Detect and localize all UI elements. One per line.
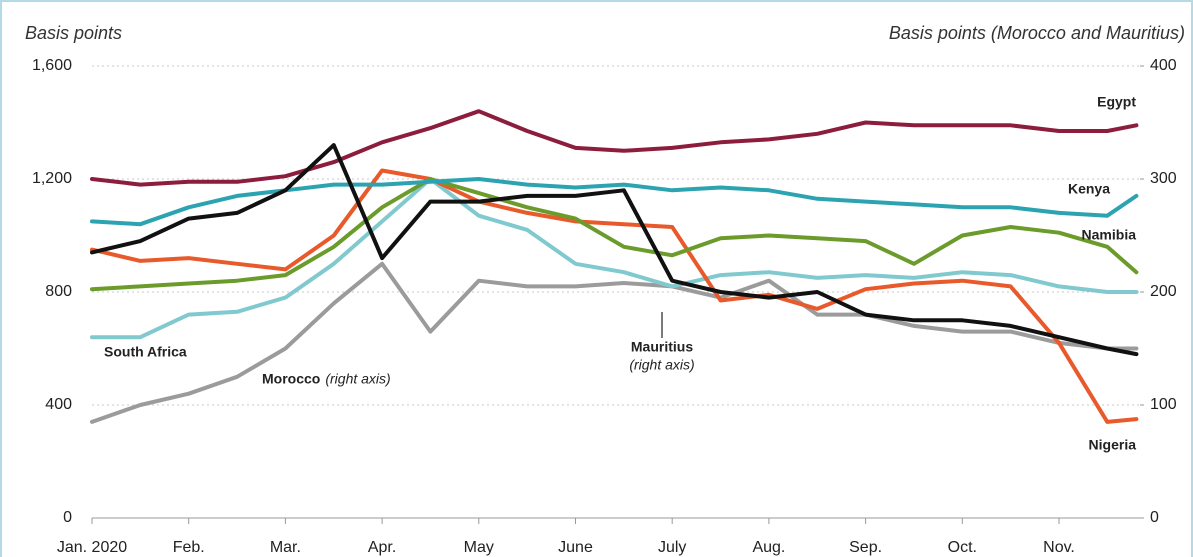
y2-axis-title: Basis points (Morocco and Mauritius) bbox=[889, 23, 1185, 43]
x-tick-label: Sep. bbox=[849, 539, 882, 556]
series-line bbox=[90, 168, 1139, 424]
series-line bbox=[90, 177, 1139, 227]
series-label: South Africa bbox=[104, 344, 187, 360]
x-tick-label: Apr. bbox=[368, 539, 396, 556]
series-note: (right axis) bbox=[325, 371, 390, 387]
series-note: (right axis) bbox=[629, 357, 694, 373]
y-tick-label: 800 bbox=[45, 283, 72, 300]
x-tick-label: May bbox=[464, 539, 494, 556]
series-label: Morocco bbox=[262, 371, 320, 387]
series-label: Mauritius bbox=[631, 339, 693, 355]
y-axis-title: Basis points bbox=[25, 23, 122, 43]
series-label: Nigeria bbox=[1089, 437, 1137, 453]
y-tick-label: 1,600 bbox=[32, 57, 72, 74]
x-tick-label: Oct. bbox=[948, 539, 977, 556]
series-label: Egypt bbox=[1097, 94, 1136, 110]
x-tick-label: Feb. bbox=[173, 539, 205, 556]
y-tick-label: 0 bbox=[63, 509, 72, 526]
series-line bbox=[90, 109, 1139, 187]
y-tick-label: 1,200 bbox=[32, 170, 72, 187]
series-line bbox=[90, 177, 1139, 340]
y2-tick-label: 0 bbox=[1150, 509, 1159, 526]
y2-tick-label: 400 bbox=[1150, 57, 1177, 74]
series-line bbox=[90, 143, 1139, 357]
x-tick-label: Aug. bbox=[752, 539, 785, 556]
x-tick-label: Mar. bbox=[270, 539, 301, 556]
x-tick-label: July bbox=[658, 539, 686, 556]
series-line bbox=[90, 177, 1139, 292]
series-line bbox=[90, 261, 1139, 424]
y2-tick-label: 300 bbox=[1150, 170, 1177, 187]
x-tick-label: Jan. 2020 bbox=[57, 539, 127, 556]
x-tick-label: June bbox=[558, 539, 593, 556]
series-label: Kenya bbox=[1068, 181, 1110, 197]
y-tick-label: 400 bbox=[45, 396, 72, 413]
y2-tick-label: 200 bbox=[1150, 283, 1177, 300]
x-tick-label: Nov. bbox=[1043, 539, 1075, 556]
series-label: Namibia bbox=[1082, 227, 1137, 243]
y2-tick-label: 100 bbox=[1150, 396, 1177, 413]
